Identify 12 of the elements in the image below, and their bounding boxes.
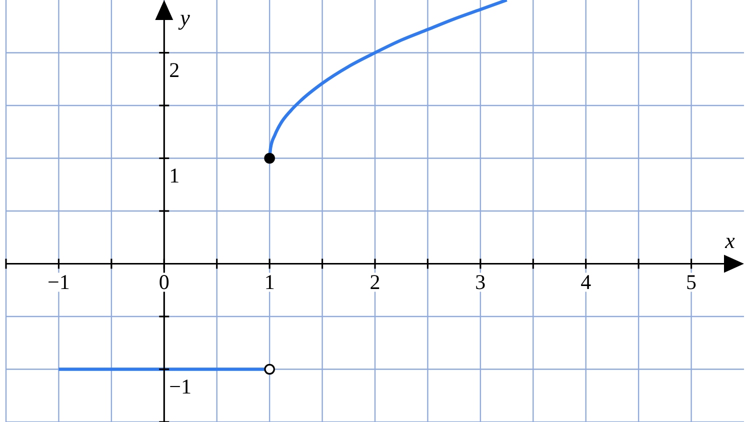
y-tick-label: 2 xyxy=(169,58,180,82)
y-axis-title: y xyxy=(178,5,190,30)
y-tick-label: 1 xyxy=(169,163,180,188)
x-tick-label: 5 xyxy=(686,270,697,294)
x-tick-label: 0 xyxy=(158,270,170,294)
x-tick-label: 3 xyxy=(475,270,486,294)
x-tick-label: 1 xyxy=(264,270,275,294)
x-tick-label: 2 xyxy=(370,270,380,294)
x-tick-label: 4 xyxy=(580,270,592,294)
x-axis-title: x xyxy=(724,228,736,253)
x-tick-label: −1 xyxy=(48,270,70,294)
y-tick-label: −1 xyxy=(169,374,192,398)
